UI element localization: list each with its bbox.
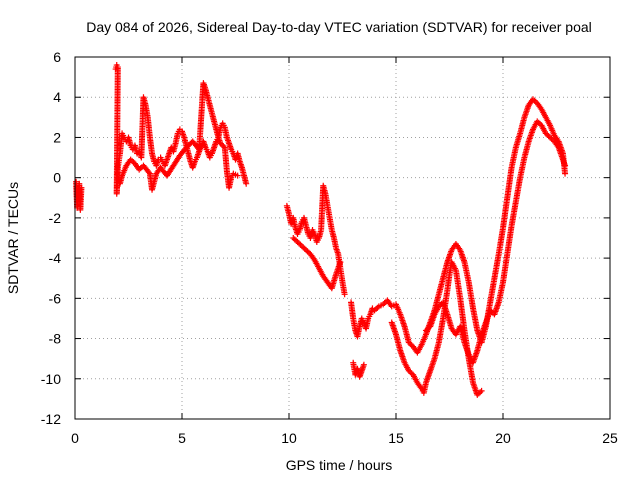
data-point bbox=[337, 259, 344, 266]
x-axis-label: GPS time / hours bbox=[286, 457, 393, 473]
y-tick-label: -12 bbox=[41, 411, 61, 427]
y-tick-label: -4 bbox=[49, 250, 62, 266]
y-tick-label: -6 bbox=[49, 290, 62, 306]
x-tick-label: 0 bbox=[71, 430, 79, 446]
data-point bbox=[234, 172, 241, 179]
y-tick-label: 4 bbox=[53, 89, 61, 105]
y-axis-label: SDTVAR / TECUs bbox=[5, 182, 21, 294]
gridlines bbox=[75, 57, 610, 419]
data-markers bbox=[73, 62, 569, 398]
x-tick-label: 25 bbox=[602, 430, 618, 446]
data-point bbox=[78, 184, 85, 191]
y-tick-label: -2 bbox=[49, 210, 62, 226]
y-tick-label: 6 bbox=[53, 49, 61, 65]
x-tick-label: 20 bbox=[495, 430, 511, 446]
data-point bbox=[145, 169, 152, 176]
y-tick-label: -10 bbox=[41, 371, 61, 387]
x-tick-label: 10 bbox=[281, 430, 297, 446]
x-tick-label: 5 bbox=[178, 430, 186, 446]
data-point bbox=[562, 162, 569, 169]
y-tick-label: -8 bbox=[49, 331, 62, 347]
axis-ticks: 0 5 10 15 20 25 -12 -10 -8 -6 -4 -2 0 2 4 6 bbox=[41, 49, 618, 446]
x-tick-label: 15 bbox=[388, 430, 404, 446]
data-point bbox=[562, 170, 569, 177]
plot-frame bbox=[74, 56, 611, 420]
data-point bbox=[243, 180, 250, 187]
data-point bbox=[341, 291, 348, 298]
chart-title: Day 084 of 2026, Sidereal Day-to-day VTE… bbox=[86, 19, 592, 35]
y-tick-label: 2 bbox=[53, 129, 61, 145]
y-tick-label: 0 bbox=[53, 170, 61, 186]
data-point bbox=[478, 387, 485, 394]
data-point bbox=[360, 361, 367, 368]
